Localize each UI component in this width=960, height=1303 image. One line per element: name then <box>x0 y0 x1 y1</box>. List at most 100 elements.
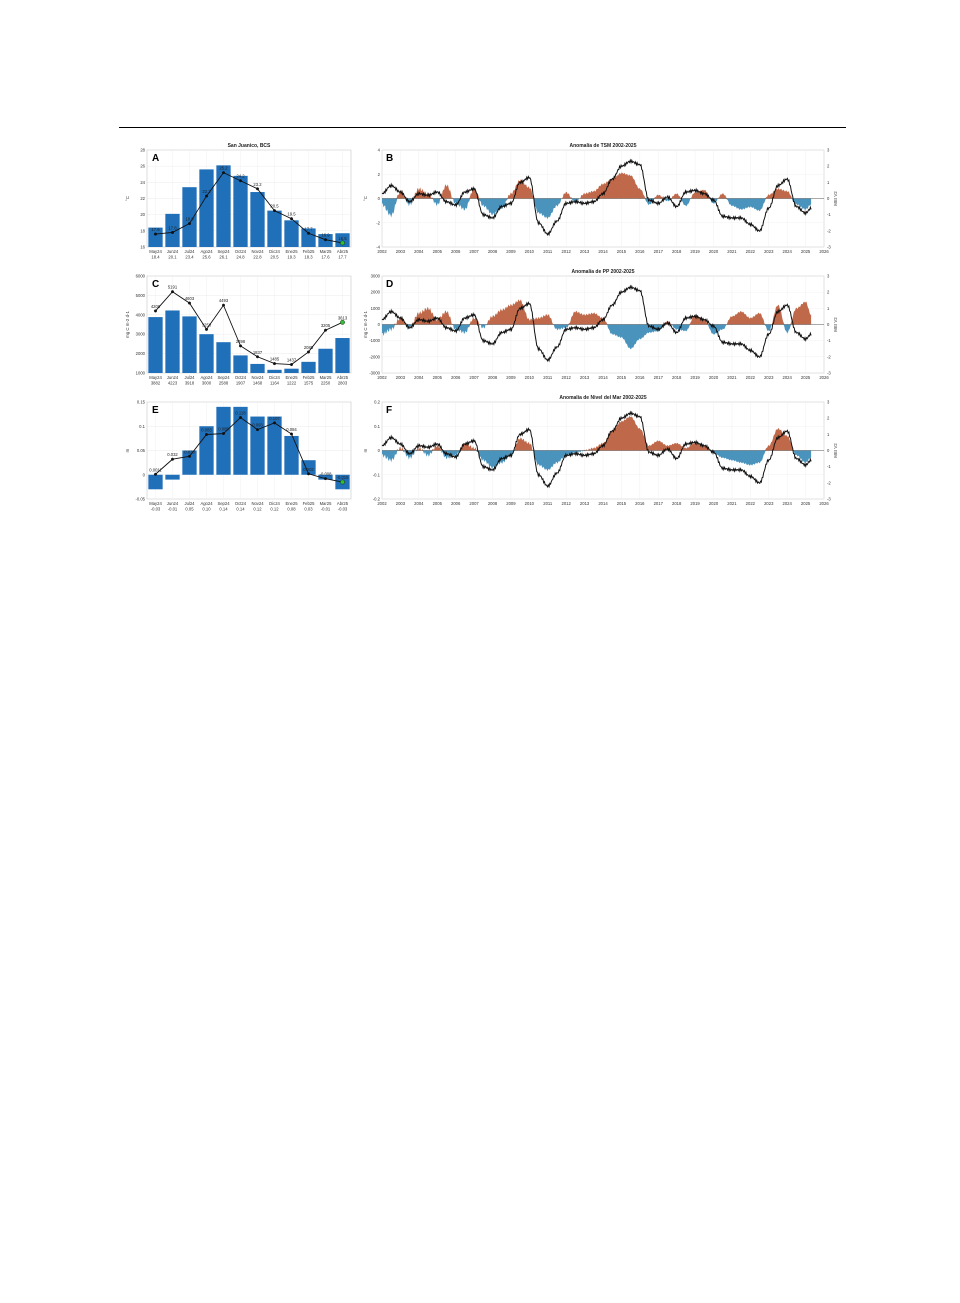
line-data-label: 0.107 <box>269 416 280 421</box>
y-axis-label: mg C m-2 d-1 <box>125 311 130 338</box>
line-data-label: 2398 <box>236 339 246 344</box>
line-data-label: 4200 <box>151 304 161 309</box>
x-tick-label: 2018 <box>672 501 682 506</box>
y2-tick-label: 0 <box>827 196 830 201</box>
x-tick-label: 2004 <box>414 375 424 380</box>
line-point <box>306 350 310 354</box>
x-tick-label: 2020 <box>709 249 719 254</box>
x-tick-label: 2023 <box>764 375 774 380</box>
bar-Nov24 <box>250 363 265 373</box>
current-month-marker <box>340 479 345 485</box>
y-tick-label: 2000 <box>136 351 146 356</box>
x-tick-label: Jun24 <box>167 375 179 380</box>
x-tick-label: 2005 <box>433 249 443 254</box>
bar-value-label: 3918 <box>185 381 195 386</box>
line-data-label: 22.3 <box>202 189 211 194</box>
y-tick-label: 0 <box>143 472 146 477</box>
y-tick-label: 0.05 <box>137 448 146 453</box>
x-tick-label: 2024 <box>783 375 793 380</box>
x-tick-label: Ago24 <box>200 501 213 506</box>
x-tick-label: Dic24 <box>269 249 280 254</box>
line-point <box>238 416 242 420</box>
bar-Ago24 <box>199 169 214 247</box>
x-tick-label: 2020 <box>709 375 719 380</box>
chart-title: Anomalía de PP 2002-2025 <box>572 269 635 275</box>
y-tick-label: 4 <box>378 148 381 153</box>
top-rule <box>119 127 846 128</box>
chart-title: San Juanico, BCS <box>228 143 271 149</box>
bar-value-label: 18.3 <box>304 255 313 260</box>
y-tick-label: 22 <box>140 196 145 201</box>
chart-a-sst-monthly: 16 18 20 22 24 26 28 17.6 17.8 18.9 22.3 25.2 24.2 23… <box>125 143 352 260</box>
x-tick-label: 2020 <box>709 501 719 506</box>
bar-value-label: 2250 <box>321 381 331 386</box>
line-point <box>171 230 175 234</box>
y2-axis-label: MEI V2 <box>833 443 838 458</box>
x-tick-label: 2021 <box>727 249 737 254</box>
y-axis-label: mg C m-2 d-1 <box>363 311 368 338</box>
chart-f-sea-level-anomaly: 2002 2003 2004 2005 2006 2007 2008 2009 2010 2011… <box>363 395 838 506</box>
negative-anomaly-area <box>382 450 812 472</box>
x-tick-label: 2013 <box>580 249 590 254</box>
line-data-label: 1837 <box>253 350 263 355</box>
line-point <box>255 355 259 359</box>
x-tick-label: 2006 <box>451 375 461 380</box>
y2-tick-label: -3 <box>827 497 831 502</box>
bar-value-label: 23.4 <box>185 255 194 260</box>
bar-value-label: 25.6 <box>202 255 211 260</box>
current-month-marker <box>340 319 345 325</box>
line-data-label: 0.118 <box>235 411 246 416</box>
bar-Abr25 <box>335 233 350 247</box>
chart-d-pp-anomaly: 2002 2003 2004 2005 2006 2007 2008 2009 2010 2011… <box>363 269 838 380</box>
chart-e-sea-level-monthly: -0.05 0 0.05 0.1 0.15 0.0011 0.032 0.038 0.083 0.… <box>125 400 352 512</box>
y-tick-label: 0.2 <box>374 400 380 405</box>
bar-May24 <box>148 474 163 490</box>
x-tick-label: 2025 <box>801 501 811 506</box>
bar-Nov24 <box>250 416 265 475</box>
bar-value-label: -0.03 <box>151 507 161 512</box>
bar-value-label: 2588 <box>219 381 229 386</box>
x-tick-label: 2010 <box>525 375 535 380</box>
y-tick-label: 6000 <box>136 274 146 279</box>
line-point <box>171 457 175 461</box>
x-tick-label: 2008 <box>488 375 498 380</box>
line-data-label: 0.093 <box>252 423 263 428</box>
y2-tick-label: 2 <box>827 164 830 169</box>
bar-value-label: 0.14 <box>236 507 245 512</box>
x-tick-label: Mar25 <box>320 375 333 380</box>
line-point <box>238 179 242 183</box>
x-tick-label: 2016 <box>635 249 645 254</box>
bar-value-label: 1222 <box>287 381 297 386</box>
y-tick-label: -2 <box>376 220 380 225</box>
y2-tick-label: -2 <box>827 480 831 485</box>
line-data-label: 24.2 <box>236 174 245 179</box>
bar-Jun24 <box>165 474 180 480</box>
x-tick-label: Dic24 <box>269 501 280 506</box>
x-tick-label: 2019 <box>690 375 700 380</box>
line-data-label: 2085 <box>304 345 314 350</box>
bar-Oct24 <box>233 355 248 373</box>
line-point <box>187 301 191 305</box>
line-point <box>323 328 327 332</box>
bar-Abr25 <box>335 338 350 373</box>
y-tick-label: 1000 <box>371 306 381 311</box>
y2-tick-label: 3 <box>827 148 830 153</box>
x-tick-label: 2004 <box>414 249 424 254</box>
climatology-line <box>155 416 343 483</box>
x-tick-label: 2003 <box>396 375 406 380</box>
x-tick-label: 2008 <box>488 501 498 506</box>
chart-c-pp-monthly: 1000 2000 3000 4000 5000 6000 4200 5191 4603 3250… <box>125 274 352 386</box>
line-point <box>255 187 259 191</box>
climatology-line <box>155 172 343 244</box>
panel-letter: C <box>152 279 159 290</box>
bar-Ene25 <box>284 368 299 373</box>
y2-tick-label: -3 <box>827 245 831 250</box>
bar-Sep24 <box>216 342 231 373</box>
climatology-line <box>155 291 343 365</box>
line-data-label: 16.9 <box>321 233 330 238</box>
bar-value-label: 3882 <box>151 381 161 386</box>
panel-letter: B <box>386 153 393 164</box>
y-axis-label: °C <box>363 196 368 201</box>
x-tick-label: Oct24 <box>235 375 247 380</box>
bar-value-label: 17.6 <box>321 255 330 260</box>
